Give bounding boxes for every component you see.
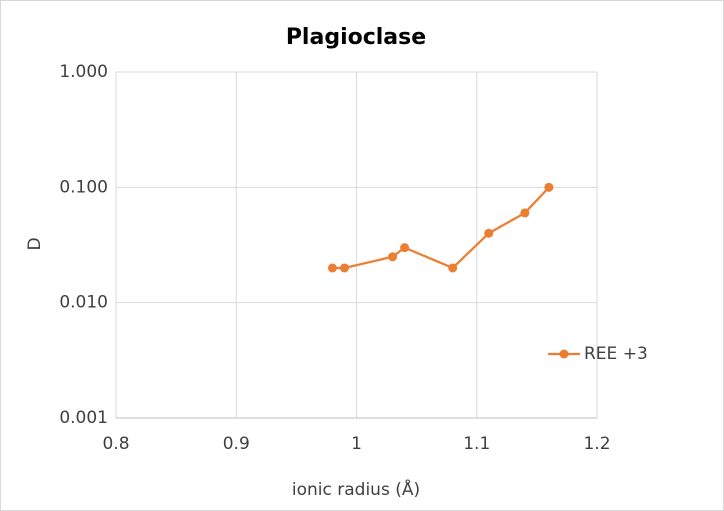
legend-label: REE +3 (584, 344, 648, 364)
data-point (484, 228, 494, 238)
chart-title: Plagioclase (286, 25, 426, 50)
y-axis-label: D (25, 237, 45, 250)
legend-marker (559, 349, 569, 359)
y-tick-label: 0.001 (59, 408, 108, 428)
data-point (544, 182, 554, 192)
series-line (332, 186, 550, 270)
data-point (400, 243, 410, 253)
y-tick-label: 0.010 (59, 293, 108, 313)
y-tick-label: 1.000 (59, 62, 108, 82)
data-point (388, 252, 398, 262)
x-tick-label: 0.8 (102, 434, 129, 454)
x-tick-label: 1.2 (583, 434, 610, 454)
x-tick-label: 1.1 (463, 434, 490, 454)
x-axis-label: ionic radius (Å) (292, 478, 420, 500)
x-tick-label: 0.9 (223, 434, 250, 454)
data-point (339, 263, 349, 273)
data-point (520, 208, 530, 218)
data-point (448, 263, 458, 273)
y-tick-label: 0.100 (59, 177, 108, 197)
data-point (327, 263, 337, 273)
x-tick-label: 1 (351, 434, 362, 454)
